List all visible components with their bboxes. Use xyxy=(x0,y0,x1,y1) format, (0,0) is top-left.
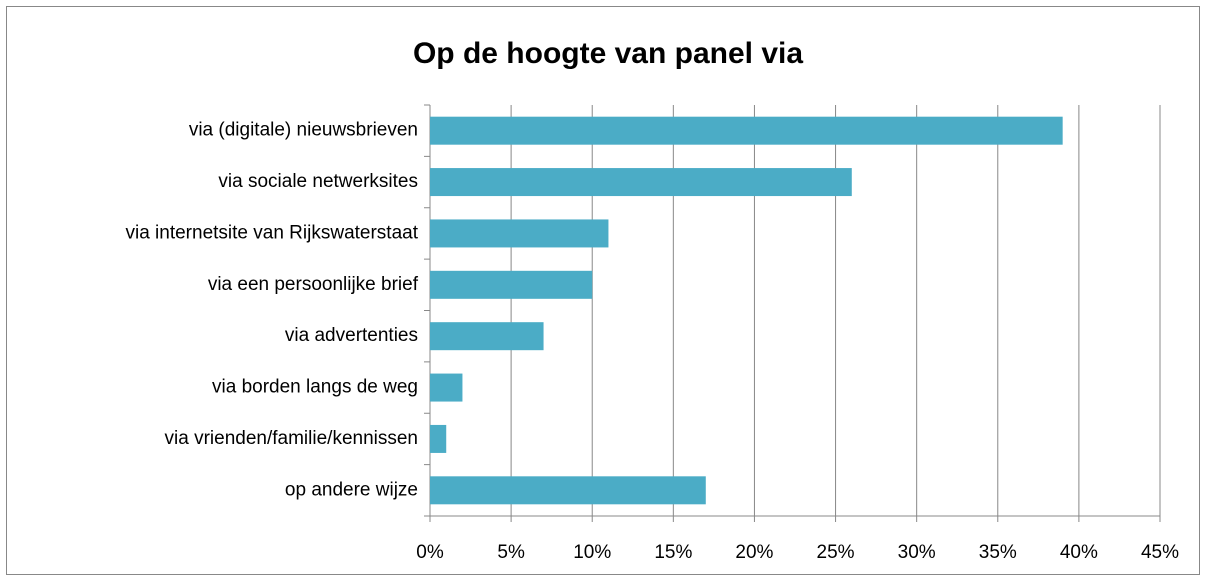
x-tick-label: 5% xyxy=(497,542,525,563)
x-tick-label: 30% xyxy=(898,542,936,563)
x-tick-label: 35% xyxy=(979,542,1017,563)
y-tick-label: via een persoonlijke brief xyxy=(208,274,419,295)
bar xyxy=(430,322,544,351)
x-tick-label: 10% xyxy=(573,542,611,563)
bar xyxy=(430,424,447,453)
y-tick-label: op andere wijze xyxy=(285,479,418,500)
bar xyxy=(430,168,852,197)
y-tick-label: via vrienden/familie/kennissen xyxy=(165,428,418,449)
y-tick-label: via borden langs de weg xyxy=(212,377,418,398)
bar xyxy=(430,373,463,402)
x-tick-label: 25% xyxy=(817,542,855,563)
bar xyxy=(430,219,609,248)
bar xyxy=(430,476,706,505)
bar xyxy=(430,116,1063,145)
y-tick-label: via (digitale) nieuwsbrieven xyxy=(189,120,418,141)
chart-title: Op de hoogte van panel via xyxy=(413,37,803,70)
y-tick-label: via advertenties xyxy=(285,325,418,346)
y-tick-label: via sociale netwerksites xyxy=(218,171,418,192)
x-tick-label: 45% xyxy=(1141,542,1179,563)
x-tick-label: 0% xyxy=(416,542,444,563)
bar xyxy=(430,270,593,299)
x-tick-label: 15% xyxy=(654,542,692,563)
y-tick-label: via internetsite van Rijkswaterstaat xyxy=(125,222,418,243)
x-tick-label: 40% xyxy=(1060,542,1098,563)
x-tick-label: 20% xyxy=(735,542,773,563)
